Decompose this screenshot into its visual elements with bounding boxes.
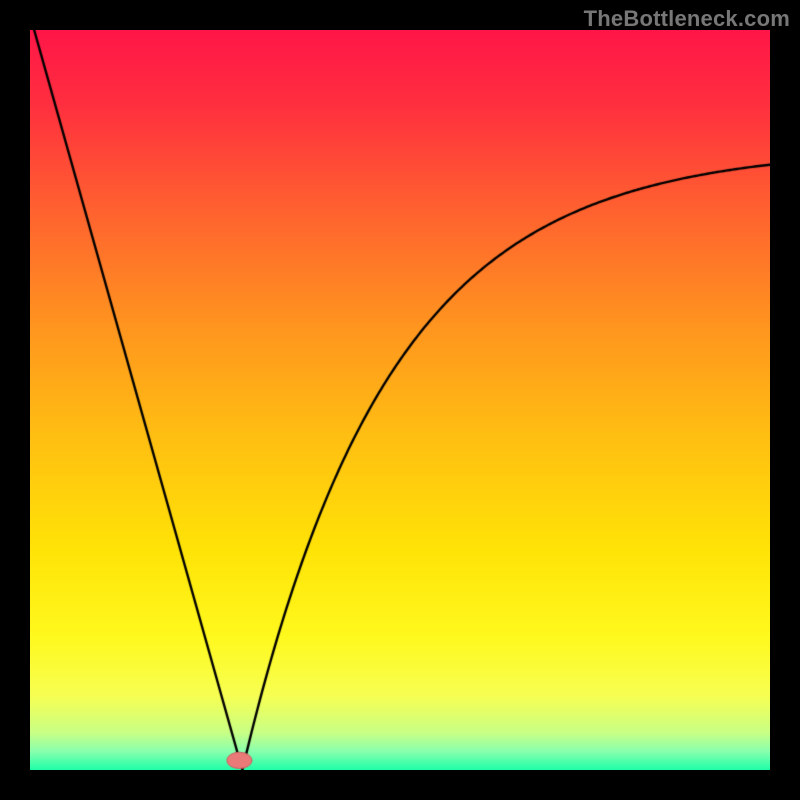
bottleneck-curve-chart bbox=[30, 30, 770, 770]
outer-frame: TheBottleneck.com bbox=[0, 0, 800, 800]
watermark-label: TheBottleneck.com bbox=[584, 6, 790, 32]
